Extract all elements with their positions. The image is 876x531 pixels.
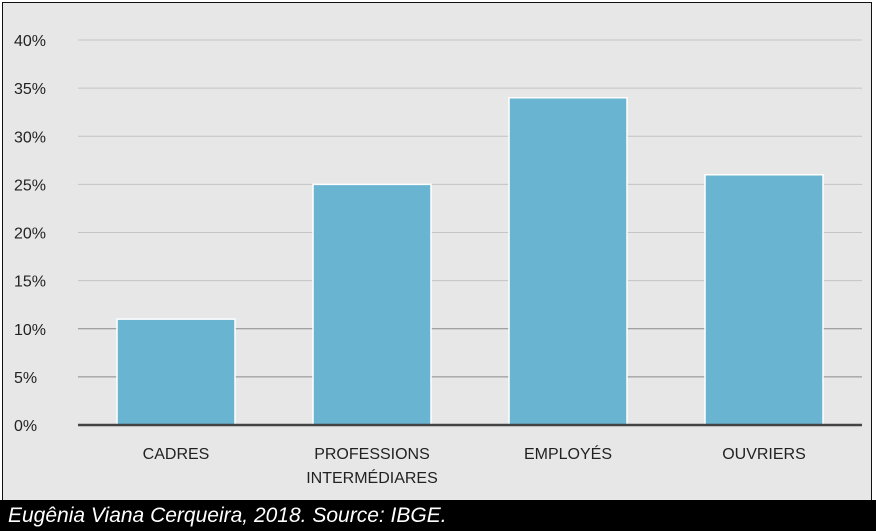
bar	[508, 97, 628, 426]
bar	[704, 174, 824, 426]
y-tick-label: 25%	[14, 177, 46, 194]
x-tick-label: CADRES	[143, 446, 210, 463]
x-tick-label: OUVRIERS	[722, 446, 806, 463]
x-tick-label: EMPLOYÉS	[524, 444, 612, 463]
figure-caption: Eugênia Viana Cerqueira, 2018. Source: I…	[0, 500, 876, 531]
y-tick-label: 20%	[14, 226, 46, 243]
x-tick-label: PROFESSIONS INTERMÉDIARES	[306, 446, 438, 487]
y-tick-label: 10%	[14, 322, 46, 339]
y-tick-label: 30%	[14, 129, 46, 146]
y-tick-label: 0%	[14, 418, 37, 435]
y-tick-label: 40%	[14, 33, 46, 50]
y-tick-label: 5%	[14, 370, 37, 387]
y-tick-label: 35%	[14, 81, 46, 98]
y-tick-label: 15%	[14, 274, 46, 291]
bar	[116, 318, 236, 426]
bar	[312, 183, 432, 426]
